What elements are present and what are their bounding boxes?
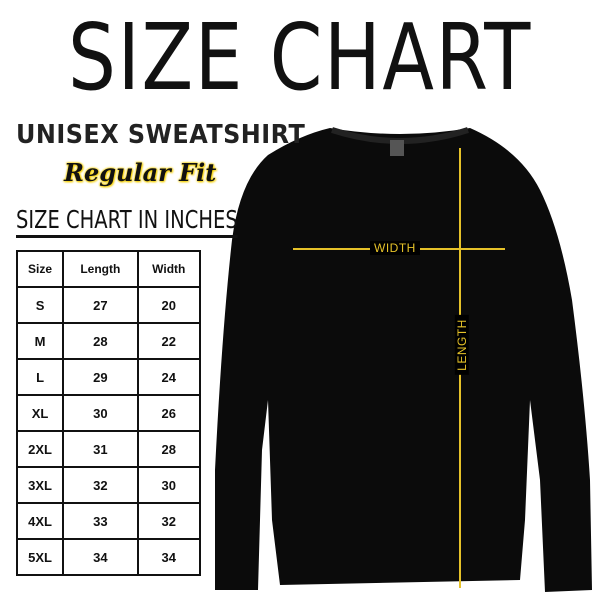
cell-size: L — [15, 358, 65, 396]
cell-length: 29 — [62, 358, 139, 396]
cell-length: 33 — [62, 502, 139, 540]
cell-size: 5XL — [15, 538, 65, 576]
fit-type: Regular Fit — [64, 158, 217, 187]
cell-size: M — [15, 322, 65, 360]
table-row: XL 30 26 — [15, 394, 202, 432]
product-name: UNISEX SWEATSHIRT — [16, 120, 306, 150]
cell-length: 30 — [62, 394, 139, 432]
cell-width: 26 — [136, 394, 202, 432]
sweatshirt-body — [215, 128, 592, 592]
header-length: Length — [62, 250, 139, 288]
cell-length: 31 — [62, 430, 139, 468]
size-table: Size Length Width S 27 20 M 28 22 L 29 24 XL 30 26 2… — [15, 250, 202, 576]
cell-width: 20 — [136, 286, 202, 324]
cell-length: 32 — [62, 466, 139, 504]
neck-label — [390, 140, 404, 156]
header-size: Size — [15, 250, 65, 288]
width-label: WIDTH — [370, 241, 420, 255]
cell-length: 27 — [62, 286, 139, 324]
table-subtitle: SIZE CHART IN INCHES — [16, 205, 238, 238]
table-header: Size Length Width — [15, 250, 202, 288]
cell-width: 24 — [136, 358, 202, 396]
cell-width: 22 — [136, 322, 202, 360]
table-row: 5XL 34 34 — [15, 538, 202, 576]
cell-size: XL — [15, 394, 65, 432]
cell-size: 4XL — [15, 502, 65, 540]
cell-length: 28 — [62, 322, 139, 360]
table-row: S 27 20 — [15, 286, 202, 324]
cell-size: S — [15, 286, 65, 324]
table-row: L 29 24 — [15, 358, 202, 396]
cell-size: 3XL — [15, 466, 65, 504]
table-row: 2XL 31 28 — [15, 430, 202, 468]
page-title: SIZE CHART — [68, 4, 532, 111]
header-width: Width — [136, 250, 202, 288]
cell-length: 34 — [62, 538, 139, 576]
table-row: M 28 22 — [15, 322, 202, 360]
length-label: LENGTH — [454, 315, 469, 375]
cell-size: 2XL — [15, 430, 65, 468]
table-row: 3XL 32 30 — [15, 466, 202, 504]
table-row: 4XL 33 32 — [15, 502, 202, 540]
cell-width: 32 — [136, 502, 202, 540]
cell-width: 34 — [136, 538, 202, 576]
cell-width: 30 — [136, 466, 202, 504]
cell-width: 28 — [136, 430, 202, 468]
